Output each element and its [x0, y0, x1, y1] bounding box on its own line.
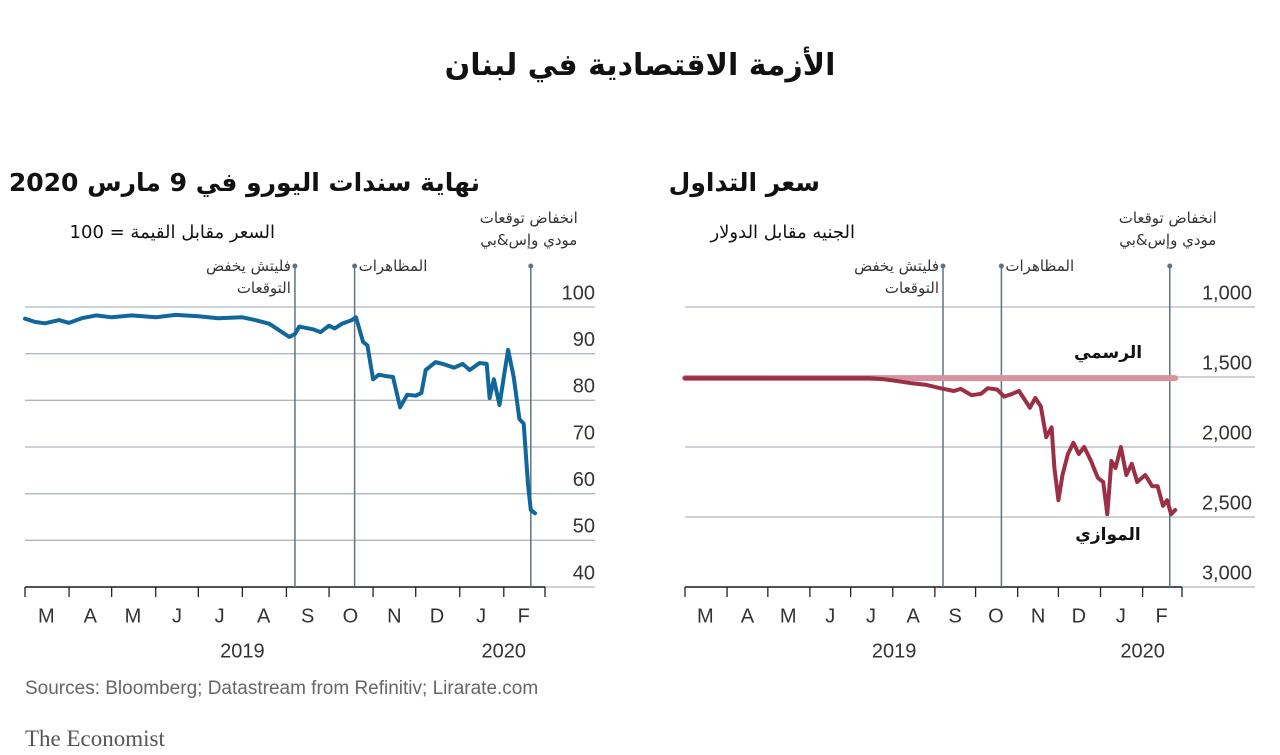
series-label: الموازي	[1075, 525, 1141, 545]
month-label: A	[906, 605, 920, 627]
event-dot	[998, 263, 1004, 269]
main-title: الأزمة الاقتصادية في لبنان	[444, 48, 836, 83]
event-dot	[528, 263, 534, 269]
y-tick-label: 80	[573, 376, 595, 398]
month-label: A	[741, 605, 755, 627]
month-label: J	[215, 605, 225, 627]
source: Sources: Bloomberg; Datastream from Refi…	[25, 678, 539, 699]
year-label: 2019	[220, 640, 265, 662]
y-tick-label: 70	[573, 422, 595, 444]
y-tick-label: 50	[573, 516, 595, 538]
month-label: M	[125, 605, 142, 627]
month-label: S	[301, 605, 314, 627]
chart-title: سعر التداول	[668, 168, 820, 197]
y-tick-label: 2,500	[1202, 492, 1252, 514]
event-label: فليتش يخفض التوقعات	[854, 257, 939, 297]
y-tick-label: 100	[562, 282, 595, 304]
series-label: الرسمي	[1073, 343, 1143, 363]
month-label: N	[387, 605, 401, 627]
y-tick-label: 40	[573, 562, 595, 584]
y-tick-label: 90	[573, 329, 595, 351]
event-label: انخفاض توقعات مودي وإس&بي	[1118, 209, 1217, 249]
month-label: A	[257, 605, 271, 627]
month-label: S	[949, 605, 962, 627]
event-dot	[940, 263, 946, 269]
month-label: M	[38, 605, 55, 627]
month-label: J	[825, 605, 835, 627]
y-tick-label: 60	[573, 469, 595, 491]
event-label: المظاهرات	[1005, 257, 1075, 275]
month-label: J	[1116, 605, 1126, 627]
month-label: D	[1072, 605, 1086, 627]
y-tick-label: 1,500	[1202, 352, 1252, 374]
year-label: 2019	[872, 640, 917, 662]
event-label: فليتش يخفض التوقعات	[206, 257, 291, 297]
month-label: N	[1031, 605, 1045, 627]
chart-subtitle: السعر مقابل القيمة = 100	[69, 222, 275, 243]
y-tick-label: 2,000	[1202, 422, 1252, 444]
event-dot	[352, 263, 358, 269]
year-label: 2020	[482, 640, 527, 662]
month-label: D	[430, 605, 444, 627]
event-label: انخفاض توقعات مودي وإس&بي	[479, 209, 578, 249]
month-label: J	[866, 605, 876, 627]
month-label: F	[1156, 605, 1168, 627]
event-dot	[1167, 263, 1173, 269]
y-tick-label: 3,000	[1202, 562, 1252, 584]
month-label: M	[780, 605, 797, 627]
month-label: J	[476, 605, 486, 627]
publisher: The Economist	[25, 726, 165, 751]
series-line	[23, 312, 538, 516]
chart-subtitle: الجنيه مقابل الدولار	[710, 222, 855, 243]
month-label: O	[988, 605, 1004, 627]
month-label: O	[343, 605, 359, 627]
event-dot	[292, 263, 298, 269]
series-line	[683, 376, 1178, 517]
year-label: 2020	[1120, 640, 1165, 662]
month-label: J	[172, 605, 182, 627]
y-tick-label: 1,000	[1202, 282, 1252, 304]
event-label: المظاهرات	[358, 257, 428, 275]
chart-title: نهاية سندات اليورو في 9 مارس 2020	[8, 168, 480, 197]
month-label: F	[518, 605, 530, 627]
month-label: A	[84, 605, 98, 627]
month-label: M	[697, 605, 714, 627]
